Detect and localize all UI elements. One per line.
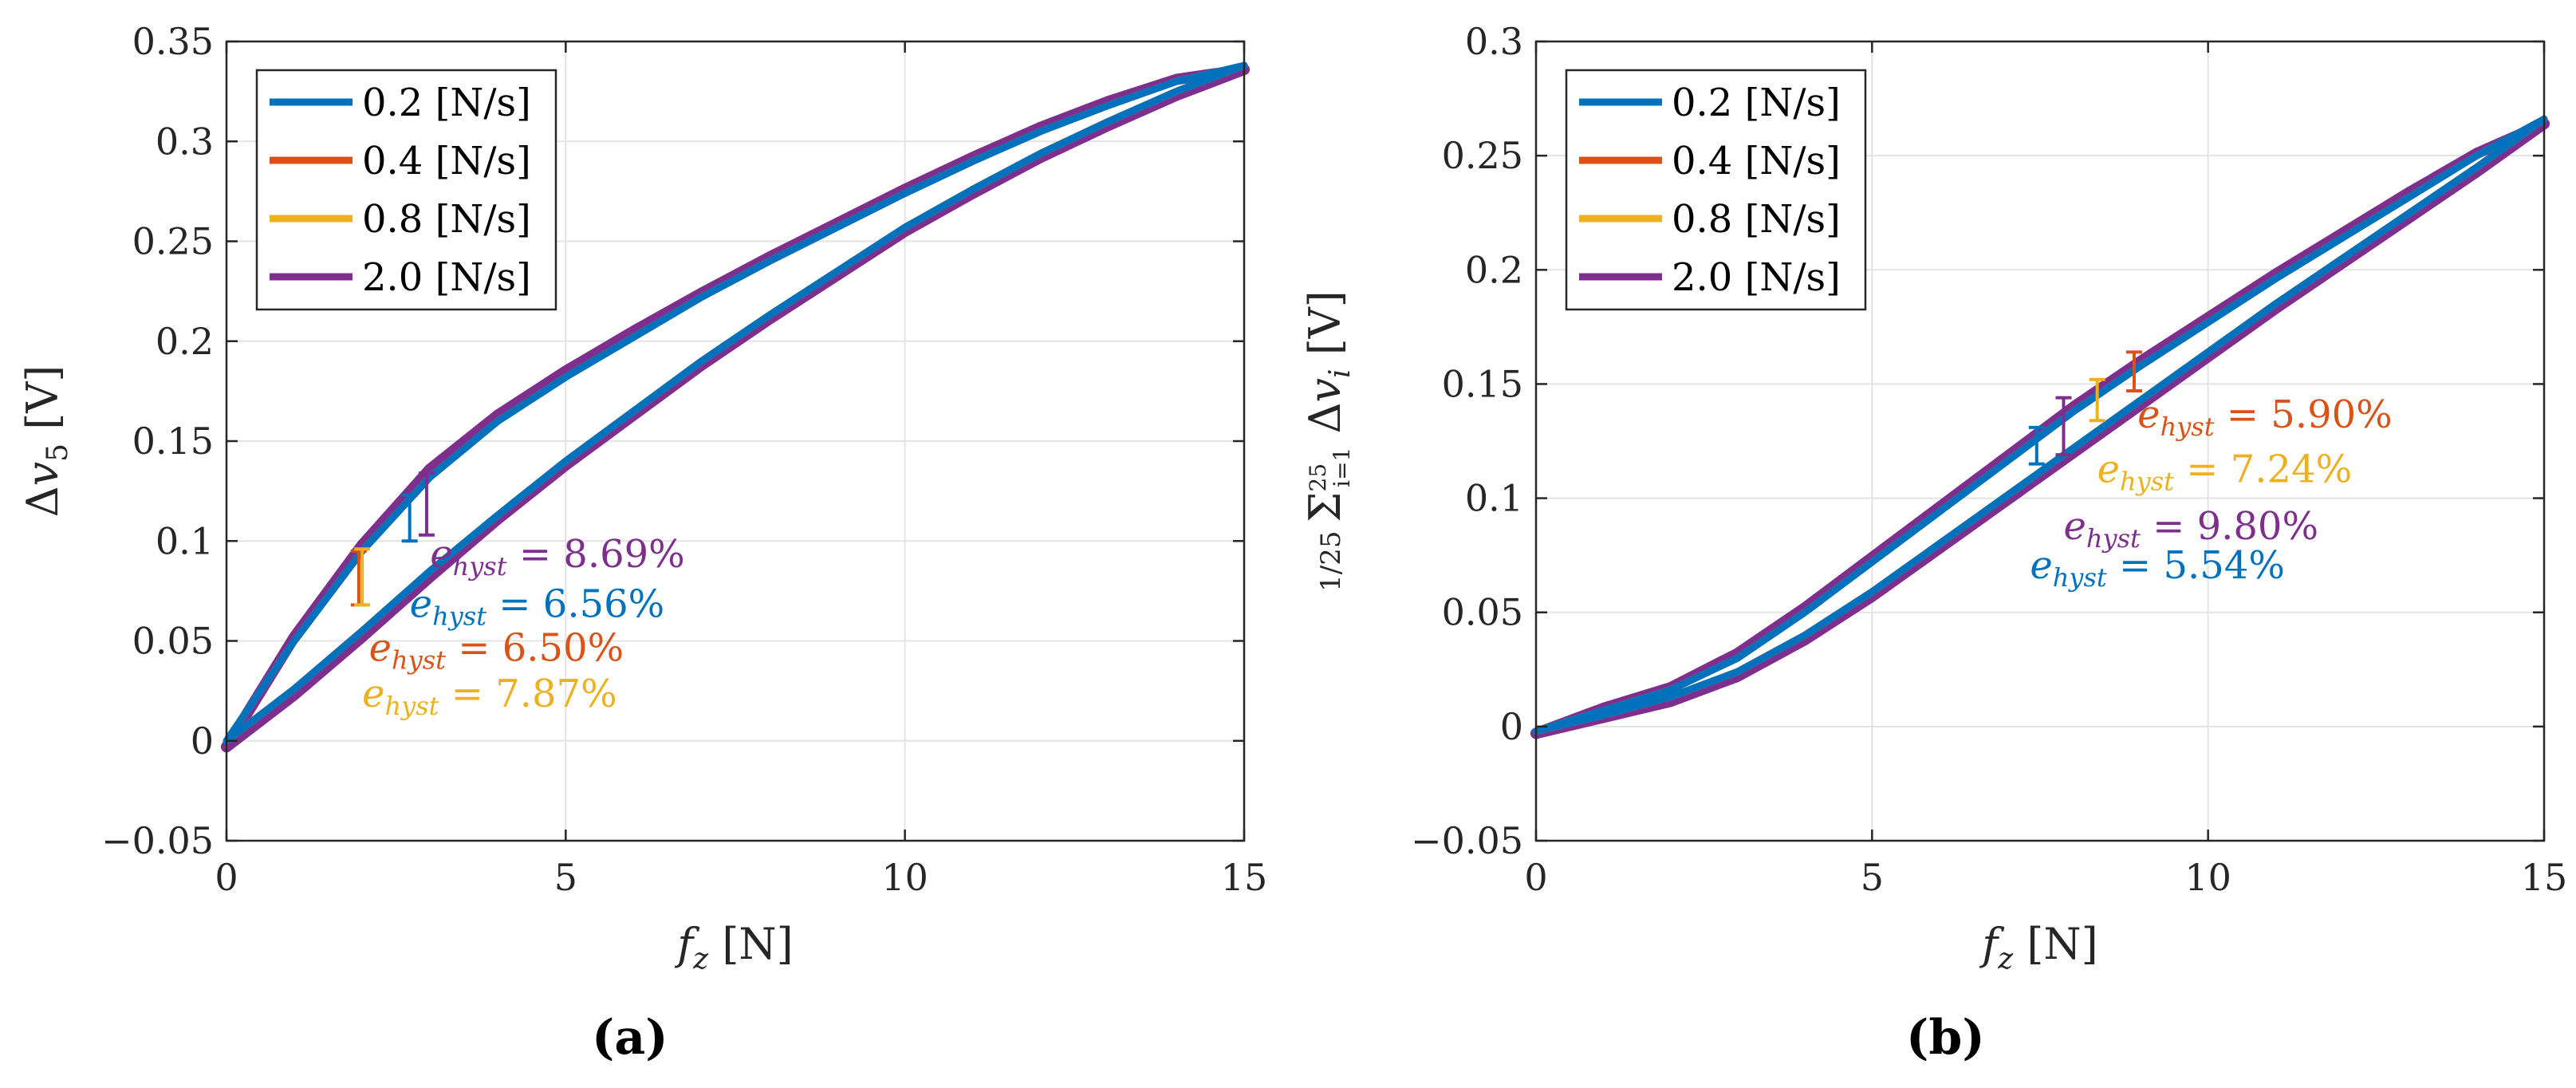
annotations: ehyst = 8.69%ehyst = 6.56%ehyst = 6.50%e… [362, 532, 685, 721]
series-0-2-n-s-unloading [1532, 115, 2548, 735]
y-tick-label: 0.1 [1465, 477, 1523, 520]
legend-label-0-2-n-s: 0.2 [N/s] [1672, 81, 1841, 125]
y-tick-label: 0.3 [1465, 20, 1523, 63]
series-0-2-n-s-unloading [223, 61, 1248, 745]
legend-label-0-8-n-s: 0.8 [N/s] [1672, 197, 1841, 242]
y-tick-label: 0.05 [1442, 591, 1523, 634]
y-tick-label: 0.3 [156, 120, 214, 163]
y-tick-label: 0.25 [132, 220, 214, 263]
chart-panel-a: ehyst = 8.69%ehyst = 6.56%ehyst = 6.50%e… [18, 20, 1267, 976]
x-tick-label: 10 [881, 856, 928, 899]
y-tick-label: 0.2 [1465, 248, 1523, 291]
hysteresis-markers [2028, 350, 2142, 466]
series-2-0-n-s-loading [1530, 118, 2550, 739]
axes-box [1534, 40, 2546, 842]
y-tick-label: 0.35 [132, 20, 214, 63]
y-tick-label: 0.15 [132, 420, 214, 463]
y-tick-label: 0 [1500, 705, 1523, 748]
legend-label-0-2-n-s: 0.2 [N/s] [362, 81, 531, 125]
legend: 0.2 [N/s] 0.4 [N/s] 0.8 [N/s] 2.0 [N/s] [255, 69, 557, 311]
x-tick-label: 5 [554, 856, 577, 899]
x-tick-label: 0 [1524, 856, 1547, 899]
series-0-2-n-s-loading [223, 61, 1248, 745]
legend-label-2-0-n-s: 2.0 [N/s] [1672, 255, 1841, 300]
legend-box [1565, 69, 1867, 311]
legend-label-0-4-n-s: 0.4 [N/s] [1672, 139, 1841, 183]
y-tick-label: 0.2 [156, 320, 214, 363]
x-tick-label: 0 [215, 856, 238, 899]
x-axis-label: fz [N] [674, 919, 794, 976]
legend: 0.2 [N/s] 0.4 [N/s] 0.8 [N/s] 2.0 [N/s] [1565, 69, 1867, 311]
y-tick-label: 0.15 [1442, 362, 1523, 405]
legend-label-0-8-n-s: 0.8 [N/s] [362, 197, 531, 242]
x-tick-label: 15 [2521, 856, 2568, 899]
annotation-2-0-n-s: ehyst = 9.80% [2063, 504, 2318, 554]
y-tick-label: 0.05 [132, 620, 214, 663]
annotation-0-8-n-s: ehyst = 7.24% [2097, 447, 2353, 497]
x-axis-label: fz [N] [1979, 919, 2098, 976]
legend-box [255, 69, 557, 311]
annotations: ehyst = 5.90%ehyst = 7.24% ehyst = 9.80%e… [2030, 392, 2392, 593]
y-tick-label: −0.05 [101, 819, 214, 862]
y-tick-label: 0.1 [156, 519, 214, 562]
annotation-2-0-n-s: ehyst = 8.69% [430, 532, 685, 581]
y-tick-label: 0.25 [1442, 134, 1523, 177]
hysteresis-markers [350, 471, 435, 607]
panel-label-b: (b) [1906, 1010, 1985, 1066]
legend-label-0-4-n-s: 0.4 [N/s] [362, 139, 531, 183]
annotation-0-4-n-s: ehyst = 5.90% [2137, 392, 2393, 442]
annotation-0-2-n-s: ehyst = 6.56% [410, 581, 665, 631]
x-tick-label: 15 [1221, 856, 1268, 899]
legend-label-2-0-n-s: 2.0 [N/s] [362, 255, 531, 300]
series-lines [221, 61, 1250, 753]
y-axis-label: Δv5 [V] [18, 365, 74, 518]
series-lines [1530, 115, 2550, 739]
panel-label-a: (a) [592, 1010, 668, 1066]
y-tick-label: 0 [191, 719, 214, 763]
annotation-0-8-n-s: ehyst = 7.87% [362, 672, 617, 721]
annotation-0-2-n-s: ehyst = 5.54% [2030, 543, 2285, 593]
y-tick-label: −0.05 [1411, 819, 1523, 862]
y-axis-label: 1/25 Σ25i=1 Δvi [V] [1300, 290, 1357, 592]
x-tick-label: 10 [2184, 856, 2231, 899]
x-tick-label: 5 [1861, 856, 1884, 899]
chart-panel-b: ehyst = 5.90%ehyst = 7.24% ehyst = 9.80%e… [1300, 20, 2567, 976]
annotation-0-4-n-s: ehyst = 6.50% [369, 626, 624, 676]
series-0-2-n-s-loading [1532, 115, 2548, 735]
